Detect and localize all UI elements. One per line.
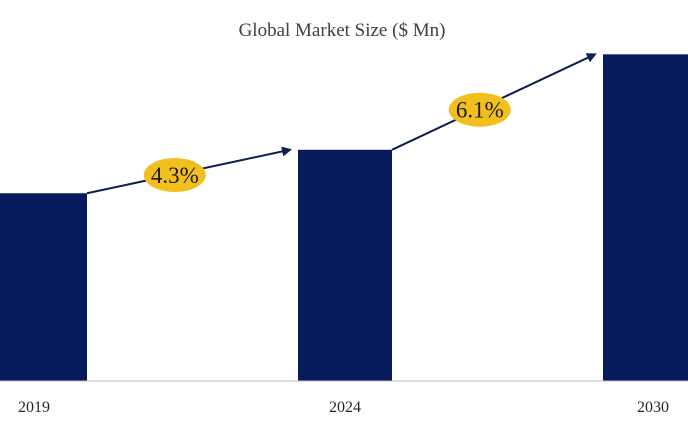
cagr-badge-2019-2024: 4.3%	[143, 158, 206, 193]
cagr-badge-2024-2030: 6.1%	[448, 92, 511, 127]
chart-title: Global Market Size ($ Mn)	[239, 20, 446, 41]
x-tick-layer: 2019 2024 2030	[18, 399, 669, 416]
cagr-badge-shape	[143, 158, 206, 193]
bar-layer	[0, 54, 688, 381]
cagr-badge-layer: 4.3% 6.1%	[143, 92, 511, 193]
x-tick-2019: 2019	[18, 399, 50, 416]
bar-2030	[603, 54, 688, 381]
x-tick-2030: 2030	[637, 399, 669, 416]
cagr-label: 6.1%	[456, 98, 504, 123]
cagr-badge-shape	[448, 92, 511, 127]
bar-2024	[298, 149, 392, 381]
x-tick-2024: 2024	[329, 399, 361, 416]
bar-2019	[0, 193, 87, 381]
cagr-label: 4.3%	[151, 163, 199, 188]
